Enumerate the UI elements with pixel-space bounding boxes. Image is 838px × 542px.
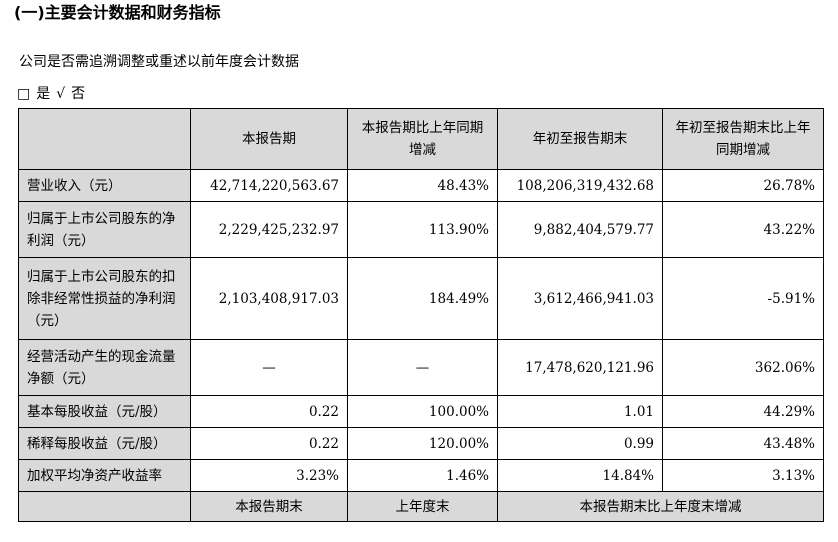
header-ytd: 年初至报告期末 bbox=[497, 108, 663, 170]
footer-change-vs-prior-year-end: 本报告期末比上年度末增减 bbox=[497, 491, 824, 522]
checkmark-icon: √ bbox=[56, 86, 66, 102]
cell-ytd: 17,478,620,121.96 bbox=[497, 339, 663, 396]
cell-current-yoy: 100.00% bbox=[347, 395, 498, 428]
cell-current-yoy: 1.46% bbox=[347, 459, 498, 492]
cell-current-yoy: — bbox=[347, 339, 498, 396]
header-current-yoy-change: 本报告期比上年同期增减 bbox=[347, 108, 498, 170]
table-row: 基本每股收益（元/股） 0.22 100.00% 1.01 44.29% bbox=[18, 395, 824, 428]
table-footer-row: 本报告期末 上年度末 本报告期末比上年度末增减 bbox=[18, 491, 824, 522]
financial-data-table: 本报告期 本报告期比上年同期增减 年初至报告期末 年初至报告期末比上年同期增减 … bbox=[18, 108, 824, 522]
cell-current-yoy: 120.00% bbox=[347, 427, 498, 460]
unchecked-box-icon: □ bbox=[17, 86, 31, 102]
cell-current-period: 42,714,220,563.67 bbox=[190, 169, 348, 202]
cell-ytd: 14.84% bbox=[497, 459, 663, 492]
restatement-options: □ 是 √ 否 bbox=[17, 84, 91, 104]
row-label: 归属于上市公司股东的净利润（元） bbox=[18, 201, 191, 258]
footer-blank-cell bbox=[18, 491, 191, 522]
cell-ytd: 9,882,404,579.77 bbox=[497, 201, 663, 258]
cell-current-period: — bbox=[190, 339, 348, 396]
row-label: 稀释每股收益（元/股） bbox=[18, 427, 191, 460]
cell-current-period: 3.23% bbox=[190, 459, 348, 492]
cell-current-yoy: 184.49% bbox=[347, 257, 498, 340]
cell-current-yoy: 48.43% bbox=[347, 169, 498, 202]
table-row: 经营活动产生的现金流量净额（元） — — 17,478,620,121.96 3… bbox=[18, 339, 824, 396]
header-blank-cell bbox=[18, 108, 191, 170]
cell-ytd: 0.99 bbox=[497, 427, 663, 460]
footer-period-end: 本报告期末 bbox=[190, 491, 348, 522]
row-label: 经营活动产生的现金流量净额（元） bbox=[18, 339, 191, 396]
table-row: 稀释每股收益（元/股） 0.22 120.00% 0.99 43.48% bbox=[18, 427, 824, 460]
cell-current-period: 2,229,425,232.97 bbox=[190, 201, 348, 258]
row-label: 加权平均净资产收益率 bbox=[18, 459, 191, 492]
row-label: 归属于上市公司股东的扣除非经常性损益的净利润（元） bbox=[18, 257, 191, 340]
cell-ytd-yoy: 43.22% bbox=[662, 201, 824, 258]
table-row: 归属于上市公司股东的扣除非经常性损益的净利润（元） 2,103,408,917.… bbox=[18, 257, 824, 340]
cell-ytd: 108,206,319,432.68 bbox=[497, 169, 663, 202]
option-yes-label: 是 bbox=[36, 86, 51, 102]
cell-ytd-yoy: 26.78% bbox=[662, 169, 824, 202]
footer-prior-year-end: 上年度末 bbox=[347, 491, 498, 522]
header-ytd-yoy-change: 年初至报告期末比上年同期增减 bbox=[662, 108, 824, 170]
cell-current-yoy: 113.90% bbox=[347, 201, 498, 258]
section-heading: (一)主要会计数据和财务指标 bbox=[14, 3, 221, 22]
table-row: 营业收入（元） 42,714,220,563.67 48.43% 108,206… bbox=[18, 169, 824, 202]
cell-ytd-yoy: 362.06% bbox=[662, 339, 824, 396]
cell-ytd-yoy: -5.91% bbox=[662, 257, 824, 340]
table-row: 加权平均净资产收益率 3.23% 1.46% 14.84% 3.13% bbox=[18, 459, 824, 492]
cell-ytd-yoy: 44.29% bbox=[662, 395, 824, 428]
cell-current-period: 2,103,408,917.03 bbox=[190, 257, 348, 340]
row-label: 营业收入（元） bbox=[18, 169, 191, 202]
cell-current-period: 0.22 bbox=[190, 427, 348, 460]
row-label: 基本每股收益（元/股） bbox=[18, 395, 191, 428]
cell-ytd-yoy: 43.48% bbox=[662, 427, 824, 460]
header-current-period: 本报告期 bbox=[190, 108, 348, 170]
option-no-label: 否 bbox=[71, 86, 86, 102]
cell-ytd-yoy: 3.13% bbox=[662, 459, 824, 492]
cell-current-period: 0.22 bbox=[190, 395, 348, 428]
cell-ytd: 1.01 bbox=[497, 395, 663, 428]
cell-ytd: 3,612,466,941.03 bbox=[497, 257, 663, 340]
table-row: 归属于上市公司股东的净利润（元） 2,229,425,232.97 113.90… bbox=[18, 201, 824, 258]
restatement-question: 公司是否需追溯调整或重述以前年度会计数据 bbox=[19, 54, 299, 70]
table-header-row: 本报告期 本报告期比上年同期增减 年初至报告期末 年初至报告期末比上年同期增减 bbox=[18, 108, 824, 170]
